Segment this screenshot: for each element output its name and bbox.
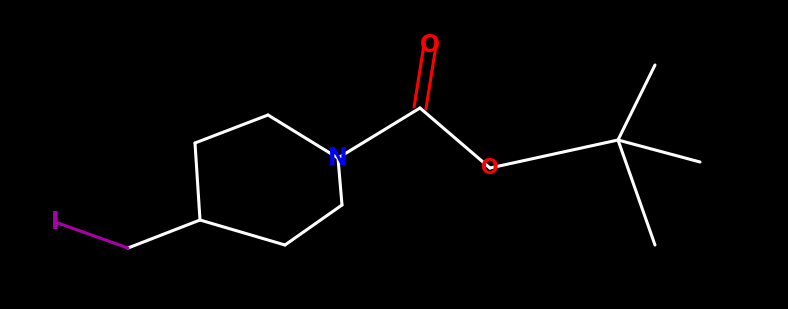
Text: O: O xyxy=(481,158,499,178)
Text: N: N xyxy=(328,146,348,170)
Text: O: O xyxy=(420,33,440,57)
Text: I: I xyxy=(50,210,59,234)
